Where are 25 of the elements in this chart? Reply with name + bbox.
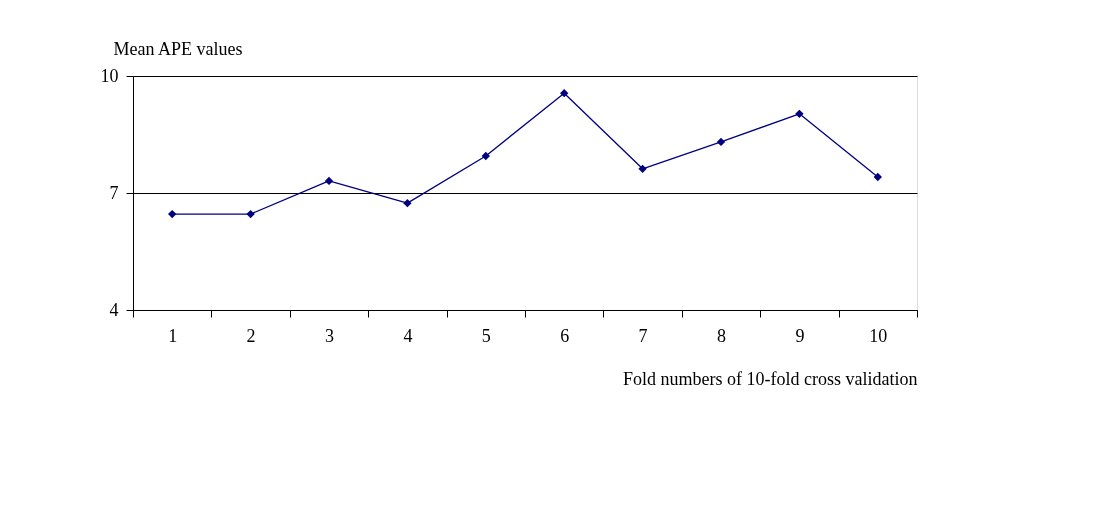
x-tick-label: 8 — [717, 325, 726, 346]
point — [873, 172, 882, 182]
point — [246, 209, 255, 219]
y-tick-label: 7 — [109, 182, 119, 203]
x-tick-label: 1 — [168, 325, 178, 346]
x-tick-label: 4 — [403, 325, 413, 346]
x-tick-label: 10 — [869, 325, 888, 346]
x-tick-label: 9 — [795, 325, 805, 346]
x-tick-label: 5 — [481, 325, 491, 346]
point — [168, 209, 177, 219]
point — [716, 137, 726, 147]
point — [481, 151, 490, 161]
x-tick-label: 3 — [325, 325, 334, 346]
point — [638, 164, 647, 173]
y-axis-title: Mean APE values — [113, 38, 243, 59]
point — [403, 198, 412, 208]
point — [324, 176, 334, 186]
x-axis-title: Fold numbers of 10-fold cross validation — [623, 368, 918, 389]
x-tick-label: 2 — [246, 325, 256, 346]
point — [560, 88, 569, 98]
y-tick-label: 10 — [100, 65, 119, 86]
x-tick-label: 7 — [638, 325, 648, 346]
point — [795, 109, 804, 119]
x-tick-label: 6 — [560, 325, 570, 346]
y-tick-label: 4 — [109, 299, 119, 320]
